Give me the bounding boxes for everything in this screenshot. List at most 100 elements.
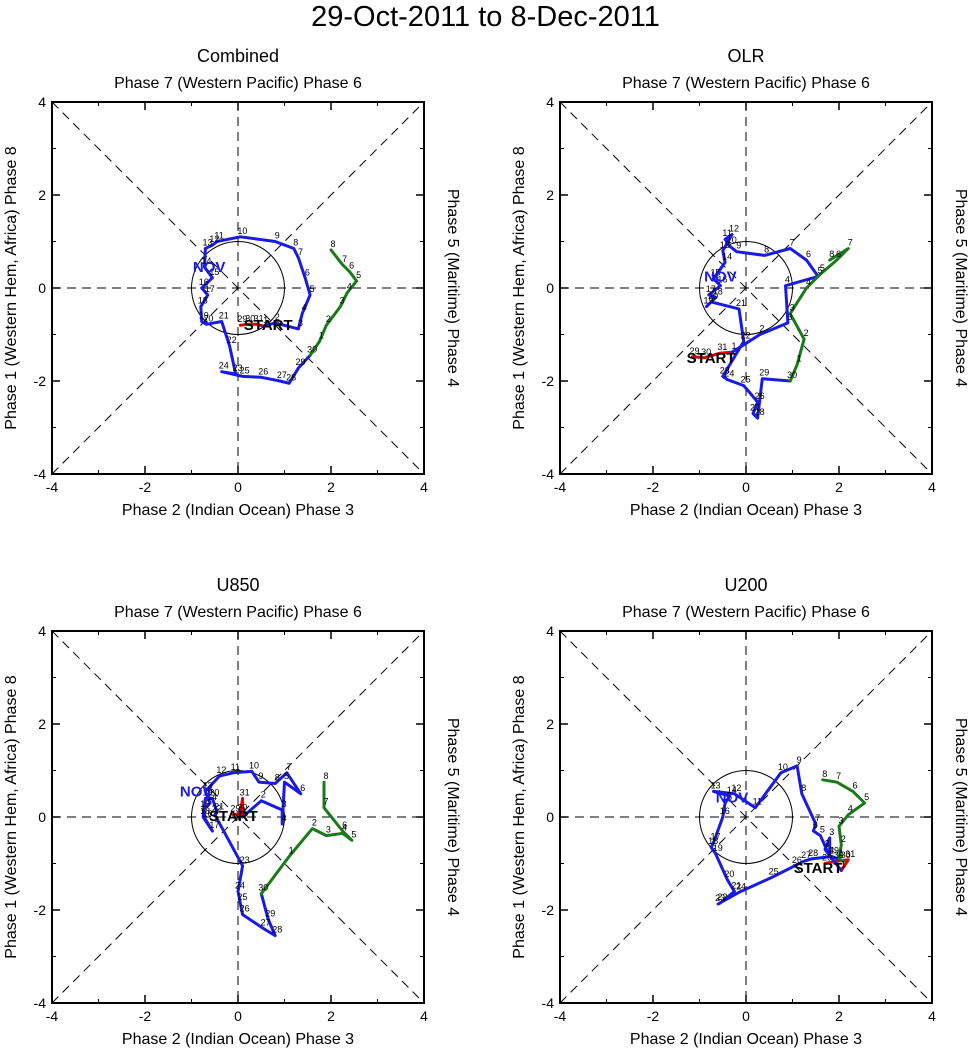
y-tick-label: 4 xyxy=(546,94,554,110)
day-label: 28 xyxy=(272,925,282,935)
day-label: 25 xyxy=(240,365,250,375)
left-axis-label: Phase 1 (Western Hem, Africa) Phase 8 xyxy=(511,675,528,958)
month-label: NOV xyxy=(193,259,226,276)
right-axis-label: Phase 5 (Maritime) Phase 4 xyxy=(444,189,461,387)
day-label: 1 xyxy=(841,859,846,869)
day-label: 18 xyxy=(200,806,210,816)
day-label: 28 xyxy=(755,407,765,417)
day-label: 2 xyxy=(312,818,317,828)
trajectory-line-nov xyxy=(705,233,820,420)
y-tick-label: 2 xyxy=(546,716,554,732)
start-label: START xyxy=(244,317,293,334)
day-label: 5 xyxy=(356,270,361,280)
day-label: 1 xyxy=(797,354,802,364)
day-label: 30 xyxy=(834,850,844,860)
day-label: 8 xyxy=(275,773,280,783)
day-label: 23 xyxy=(240,855,250,865)
day-label: 3 xyxy=(838,815,843,825)
y-tick-label: -2 xyxy=(34,902,47,918)
start-label: START xyxy=(209,808,258,825)
day-label: 22 xyxy=(717,892,727,902)
day-label: 11 xyxy=(753,797,762,807)
month-label: NOV xyxy=(716,789,749,806)
month-label: NOV xyxy=(704,268,737,285)
trajectory-line-nov xyxy=(709,764,846,906)
day-label: 26 xyxy=(240,904,250,914)
day-label: 30 xyxy=(701,347,711,357)
diagonal-line xyxy=(559,630,933,1004)
day-label: 18 xyxy=(708,836,718,846)
day-label: 30 xyxy=(237,802,247,812)
day-label: 3 xyxy=(282,799,287,809)
day-label: 25 xyxy=(237,892,247,902)
day-label: 30 xyxy=(841,850,851,860)
day-label: 2 xyxy=(261,790,266,800)
day-label: 2 xyxy=(326,314,331,324)
day-label: 31 xyxy=(845,849,855,859)
x-tick-label: 4 xyxy=(420,479,428,495)
x-tick-label: 4 xyxy=(420,1008,428,1024)
day-label: 25 xyxy=(769,866,779,876)
x-tick-label: -4 xyxy=(554,1008,567,1024)
day-label: 3 xyxy=(787,312,792,322)
day-label: 2 xyxy=(804,328,809,338)
day-label: 17 xyxy=(706,284,716,294)
day-label: 29 xyxy=(690,346,700,356)
panel-title: U200 xyxy=(724,575,767,595)
x-tick-label: 2 xyxy=(835,1008,843,1024)
x-tick-label: 2 xyxy=(327,1008,335,1024)
day-label: 6 xyxy=(852,780,857,790)
trajectory-line-dec xyxy=(308,248,359,357)
day-label: 5 xyxy=(284,771,289,781)
day-label: 30 xyxy=(245,313,255,323)
day-label: 27 xyxy=(750,403,760,413)
day-label: 31 xyxy=(717,342,727,352)
day-label: 1 xyxy=(319,330,324,340)
day-label: 10 xyxy=(778,762,788,772)
day-label: 7 xyxy=(815,813,820,823)
day-label: 20 xyxy=(209,787,219,797)
trajectory-line-dec xyxy=(821,778,867,863)
trajectory-line-nov xyxy=(201,769,303,938)
bottom-axis-label: Phase 2 (Indian Ocean) Phase 3 xyxy=(630,1031,862,1048)
x-tick-label: -4 xyxy=(46,1008,59,1024)
day-label: 13 xyxy=(202,780,212,790)
day-label: 9 xyxy=(736,241,741,251)
top-axis-label: Phase 7 (Western Pacific) Phase 6 xyxy=(114,75,362,92)
day-label: 1 xyxy=(838,848,843,858)
y-tick-label: 4 xyxy=(546,623,554,639)
x-tick-label: -4 xyxy=(46,479,59,495)
day-label: 14 xyxy=(722,251,732,261)
day-label: 8 xyxy=(764,244,769,254)
figure-title: 29-Oct-2011 to 8-Dec-2011 xyxy=(311,1,660,33)
x-tick-label: -2 xyxy=(139,479,152,495)
day-label: 29 xyxy=(295,357,305,367)
y-tick-label: -4 xyxy=(34,466,47,482)
day-label: 16 xyxy=(717,275,727,285)
x-tick-label: 4 xyxy=(928,479,936,495)
trajectory-line-dec xyxy=(788,247,850,383)
day-label: 7 xyxy=(324,797,329,807)
day-label: 23 xyxy=(715,893,725,903)
day-label: 6 xyxy=(813,820,818,830)
day-label: 13 xyxy=(720,240,730,250)
day-label: 26 xyxy=(258,366,268,376)
day-label: 21 xyxy=(736,298,746,308)
left-axis-label: Phase 1 (Western Hem, Africa) Phase 8 xyxy=(3,675,20,958)
day-label: 6 xyxy=(300,783,305,793)
day-label: 9 xyxy=(258,771,263,781)
y-tick-label: -4 xyxy=(542,995,555,1011)
day-label: 29 xyxy=(230,804,240,814)
day-label: 4 xyxy=(829,846,834,856)
day-label: 21 xyxy=(219,310,229,320)
day-label: 24 xyxy=(736,881,746,891)
day-label: 29 xyxy=(829,846,839,856)
day-label: 2 xyxy=(275,312,280,322)
day-label: 7 xyxy=(342,254,347,264)
day-label: 19 xyxy=(703,296,713,306)
day-label: 21 xyxy=(731,880,741,890)
